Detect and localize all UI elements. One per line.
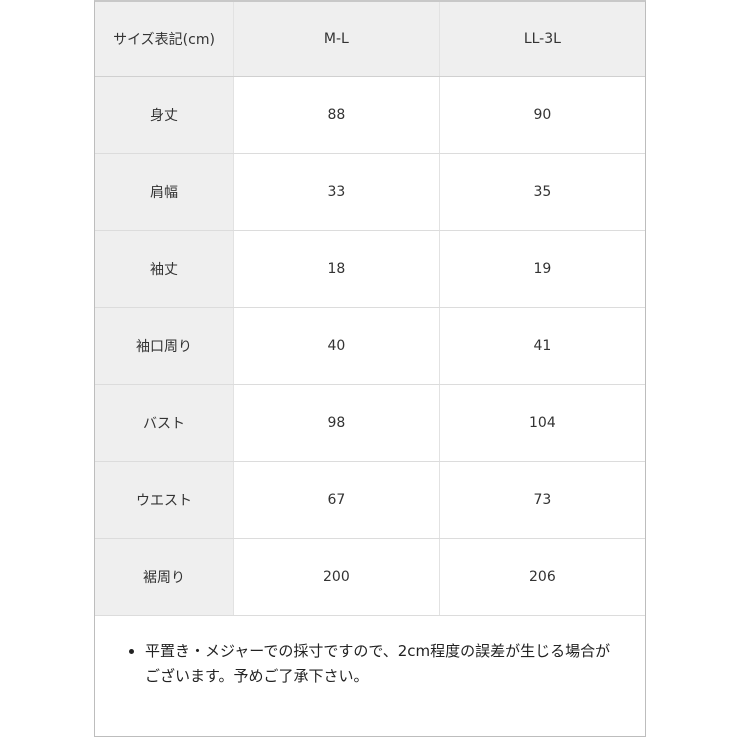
- table-row: 身丈 88 90: [95, 76, 645, 154]
- table-cell: 67: [233, 461, 440, 539]
- table-cell: 73: [439, 461, 645, 539]
- column-header: M-L: [233, 2, 440, 77]
- table-cell: 33: [233, 153, 440, 231]
- table-row: 袖口周り 40 41: [95, 307, 645, 385]
- table-cell: 206: [439, 538, 645, 616]
- table-row: ウエスト 67 73: [95, 461, 645, 539]
- table-row: 裾周り 200 206: [95, 538, 645, 616]
- row-label: 袖丈: [95, 230, 234, 308]
- table-row: 肩幅 33 35: [95, 153, 645, 231]
- row-label: ウエスト: [95, 461, 234, 539]
- table-cell: 88: [233, 76, 440, 154]
- row-label: 袖口周り: [95, 307, 234, 385]
- table-cell: 90: [439, 76, 645, 154]
- table-cell: 41: [439, 307, 645, 385]
- measurement-note: 平置き・メジャーでの採寸ですので、2cm程度の誤差が生じる場合がございます。予め…: [95, 610, 645, 689]
- column-header: サイズ表記(cm): [95, 2, 234, 77]
- size-table: サイズ表記(cm) M-L LL-3L 身丈 88 90 肩幅 33 35 袖丈 18 19 袖口周り 4…: [95, 2, 645, 616]
- row-label: バスト: [95, 384, 234, 462]
- table-cell: 40: [233, 307, 440, 385]
- table-cell: 35: [439, 153, 645, 231]
- table-header-row: サイズ表記(cm) M-L LL-3L: [95, 2, 645, 77]
- table-row: バスト 98 104: [95, 384, 645, 462]
- row-label: 裾周り: [95, 538, 234, 616]
- row-label: 身丈: [95, 76, 234, 154]
- table-row: 袖丈 18 19: [95, 230, 645, 308]
- row-label: 肩幅: [95, 153, 234, 231]
- table-cell: 18: [233, 230, 440, 308]
- table-cell: 104: [439, 384, 645, 462]
- size-chart: サイズ表記(cm) M-L LL-3L 身丈 88 90 肩幅 33 35 袖丈 18 19 袖口周り 4…: [94, 0, 646, 737]
- column-header: LL-3L: [439, 2, 645, 77]
- table-cell: 19: [439, 230, 645, 308]
- note-text: 平置き・メジャーでの採寸ですので、2cm程度の誤差が生じる場合がございます。予め…: [145, 639, 615, 689]
- table-cell: 200: [233, 538, 440, 616]
- table-cell: 98: [233, 384, 440, 462]
